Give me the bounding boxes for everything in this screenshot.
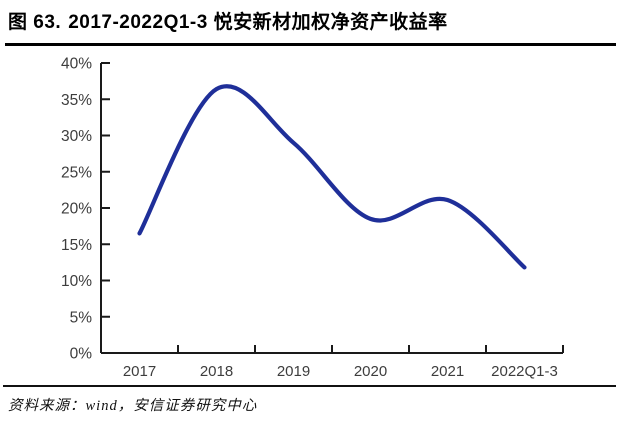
x-tick-label: 2018 — [200, 363, 233, 380]
y-tick-label: 15% — [61, 237, 92, 254]
y-tick-label: 35% — [61, 92, 92, 109]
source-note: 资料来源：wind，安信证券研究中心 — [8, 398, 258, 414]
y-tick-label: 30% — [61, 128, 92, 145]
roe-series-line — [137, 84, 527, 270]
y-tick-label: 40% — [61, 56, 92, 73]
footer-divider-rule — [3, 385, 616, 387]
y-tick-label: 10% — [61, 273, 92, 290]
y-tick-label: 0% — [70, 346, 93, 363]
figure-number-label: 图 63. — [8, 12, 62, 33]
x-tick-label: 2020 — [354, 363, 387, 380]
roe-line-chart: 0% 5% 10% 15% 20% 25% 30% 35% 40% 2017 2018 2019 202… — [61, 56, 564, 380]
title-underline-rule — [5, 43, 616, 46]
y-tick-label: 25% — [61, 164, 92, 181]
x-tick-label: 2021 — [431, 363, 464, 380]
x-tick-label: 2022Q1-3 — [491, 363, 558, 380]
figure-title: 图 63. 2017-2022Q1-3 悦安新材加权净资产收益率 — [8, 10, 611, 36]
chart-area: 0% 5% 10% 15% 20% 25% 30% 35% 40% 2017 2018 2019 202… — [0, 50, 619, 380]
y-tick-label: 5% — [70, 309, 93, 326]
y-tick-label: 20% — [61, 201, 92, 218]
figure-title-text: 2017-2022Q1-3 悦安新材加权净资产收益率 — [68, 12, 448, 33]
x-tick-label: 2017 — [123, 363, 156, 380]
x-tick-label: 2019 — [277, 363, 310, 380]
